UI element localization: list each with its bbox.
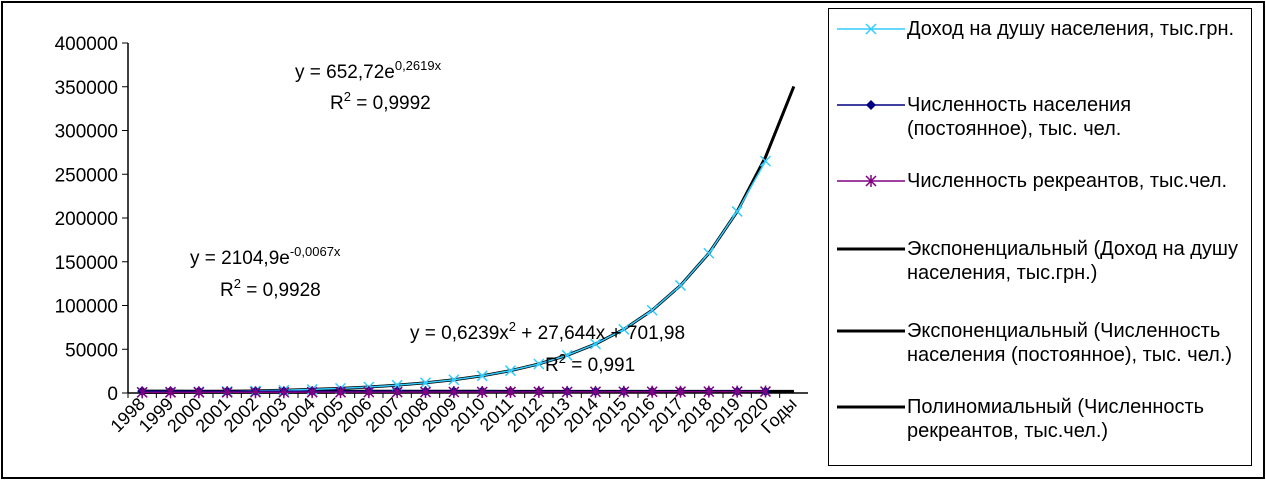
marker-asterisk [504, 385, 517, 398]
legend-label: Доход на душу населения, тыс.грн. [907, 18, 1235, 40]
marker-asterisk [193, 386, 205, 399]
marker-x [865, 23, 877, 35]
legend-swatch [837, 100, 905, 110]
annotation-sup: 2 [344, 89, 351, 104]
marker-asterisk [476, 385, 488, 398]
legend: Доход на душу населения, тыс.грн. Численн… [828, 8, 1252, 466]
y-tick-label: 150000 [55, 253, 118, 274]
annotation-pre: y = 2104,9e [190, 248, 290, 269]
marker-x [504, 365, 517, 377]
y-tick-label: 350000 [55, 78, 118, 99]
annotation: R2 = 0,9928 [220, 276, 321, 301]
legend-entry: Численность рекреантов, тыс.чел. [835, 169, 1249, 193]
marker-asterisk [278, 386, 290, 399]
y-tick-label: 100000 [55, 297, 118, 318]
marker-asterisk [674, 385, 687, 398]
marker-x [589, 338, 602, 350]
marker-asterisk [561, 385, 573, 398]
annotation-sup: 2 [234, 276, 241, 291]
marker-asterisk [589, 385, 602, 398]
annotation-post: + 27,644x + 701,98 [516, 323, 685, 344]
marker-asterisk [363, 386, 375, 399]
y-tick-label: 300000 [55, 122, 118, 143]
annotation: y = 2104,9e-0,0067x [190, 244, 341, 269]
marker-asterisk [136, 386, 148, 399]
annotation-post: = 0,9928 [241, 280, 321, 301]
legend-entry: Экспоненциальный (Численность населения … [835, 319, 1249, 367]
marker-asterisk [865, 175, 877, 187]
legend-swatch [837, 247, 905, 251]
legend-label: Полиномиальный (Численность рекреантов, … [907, 396, 1205, 442]
marker-asterisk [306, 386, 318, 399]
marker-x [703, 247, 715, 259]
annotation: y = 0,6239x2 + 27,644x + 701,98 [410, 319, 685, 344]
annotation-pre: y = 0,6239x [410, 323, 509, 344]
marker-asterisk [221, 386, 233, 399]
marker-x [476, 370, 488, 382]
legend-swatch [837, 175, 905, 187]
marker-asterisk [703, 385, 715, 398]
annotation-sup: -0,0067x [290, 244, 341, 259]
marker-x [561, 349, 573, 361]
marker-asterisk [391, 386, 403, 399]
y-tick-label: 250000 [55, 165, 118, 186]
marker-x [731, 205, 743, 217]
marker-asterisk [164, 386, 177, 399]
legend-label: Численность населения (постоянное), тыс.… [907, 94, 1132, 140]
annotation: y = 652,72e0,2619x [295, 58, 442, 83]
annotation: R2 = 0,9992 [330, 89, 431, 114]
marker-asterisk [646, 385, 658, 398]
marker-asterisk [334, 386, 347, 399]
marker-asterisk [249, 386, 262, 399]
marker-asterisk [419, 386, 432, 399]
marker-x [618, 323, 630, 335]
marker-diamond [866, 100, 876, 110]
annotation-post: = 0,9992 [351, 93, 431, 114]
marker-asterisk [618, 385, 630, 398]
annotation-pre: R [545, 355, 559, 376]
marker-asterisk [448, 386, 460, 399]
legend-swatch [837, 329, 905, 333]
marker-x [646, 304, 658, 316]
legend-entry: Полиномиальный (Численность рекреантов, … [835, 395, 1249, 443]
marker-asterisk [731, 385, 743, 398]
annotation-pre: R [220, 280, 234, 301]
legend-label: Экспоненциальный (Численность населения … [907, 320, 1233, 366]
marker-x [759, 155, 772, 167]
marker-x [419, 377, 432, 389]
marker-x [533, 358, 545, 370]
legend-entry: Доход на душу населения, тыс.грн. [835, 17, 1249, 41]
legend-swatch [837, 405, 905, 409]
marker-x [674, 279, 687, 291]
annotation-sup: 2 [559, 351, 566, 366]
y-tick-label: 0 [107, 384, 118, 405]
marker-asterisk [533, 385, 545, 398]
legend-entry: Численность населения (постоянное), тыс.… [835, 93, 1249, 141]
annotation: R2 = 0,991 [545, 351, 635, 376]
y-tick-label: 200000 [55, 209, 118, 230]
annotation-sup: 2 [509, 319, 516, 334]
marker-x [448, 374, 460, 386]
legend-swatch [837, 23, 905, 35]
annotation-pre: R [330, 93, 344, 114]
legend-entry: Экспоненциальный (Доход на душу населени… [835, 237, 1249, 285]
annotation-pre: y = 652,72e [295, 62, 395, 83]
y-tick-label: 50000 [65, 340, 118, 361]
legend-label: Численность рекреантов, тыс.чел. [907, 170, 1228, 192]
y-tick-label: 400000 [55, 34, 118, 55]
marker-asterisk [759, 385, 772, 398]
legend-label: Экспоненциальный (Доход на душу населени… [907, 238, 1238, 284]
annotation-sup: 0,2619x [395, 58, 442, 73]
annotation-post: = 0,991 [566, 355, 635, 376]
